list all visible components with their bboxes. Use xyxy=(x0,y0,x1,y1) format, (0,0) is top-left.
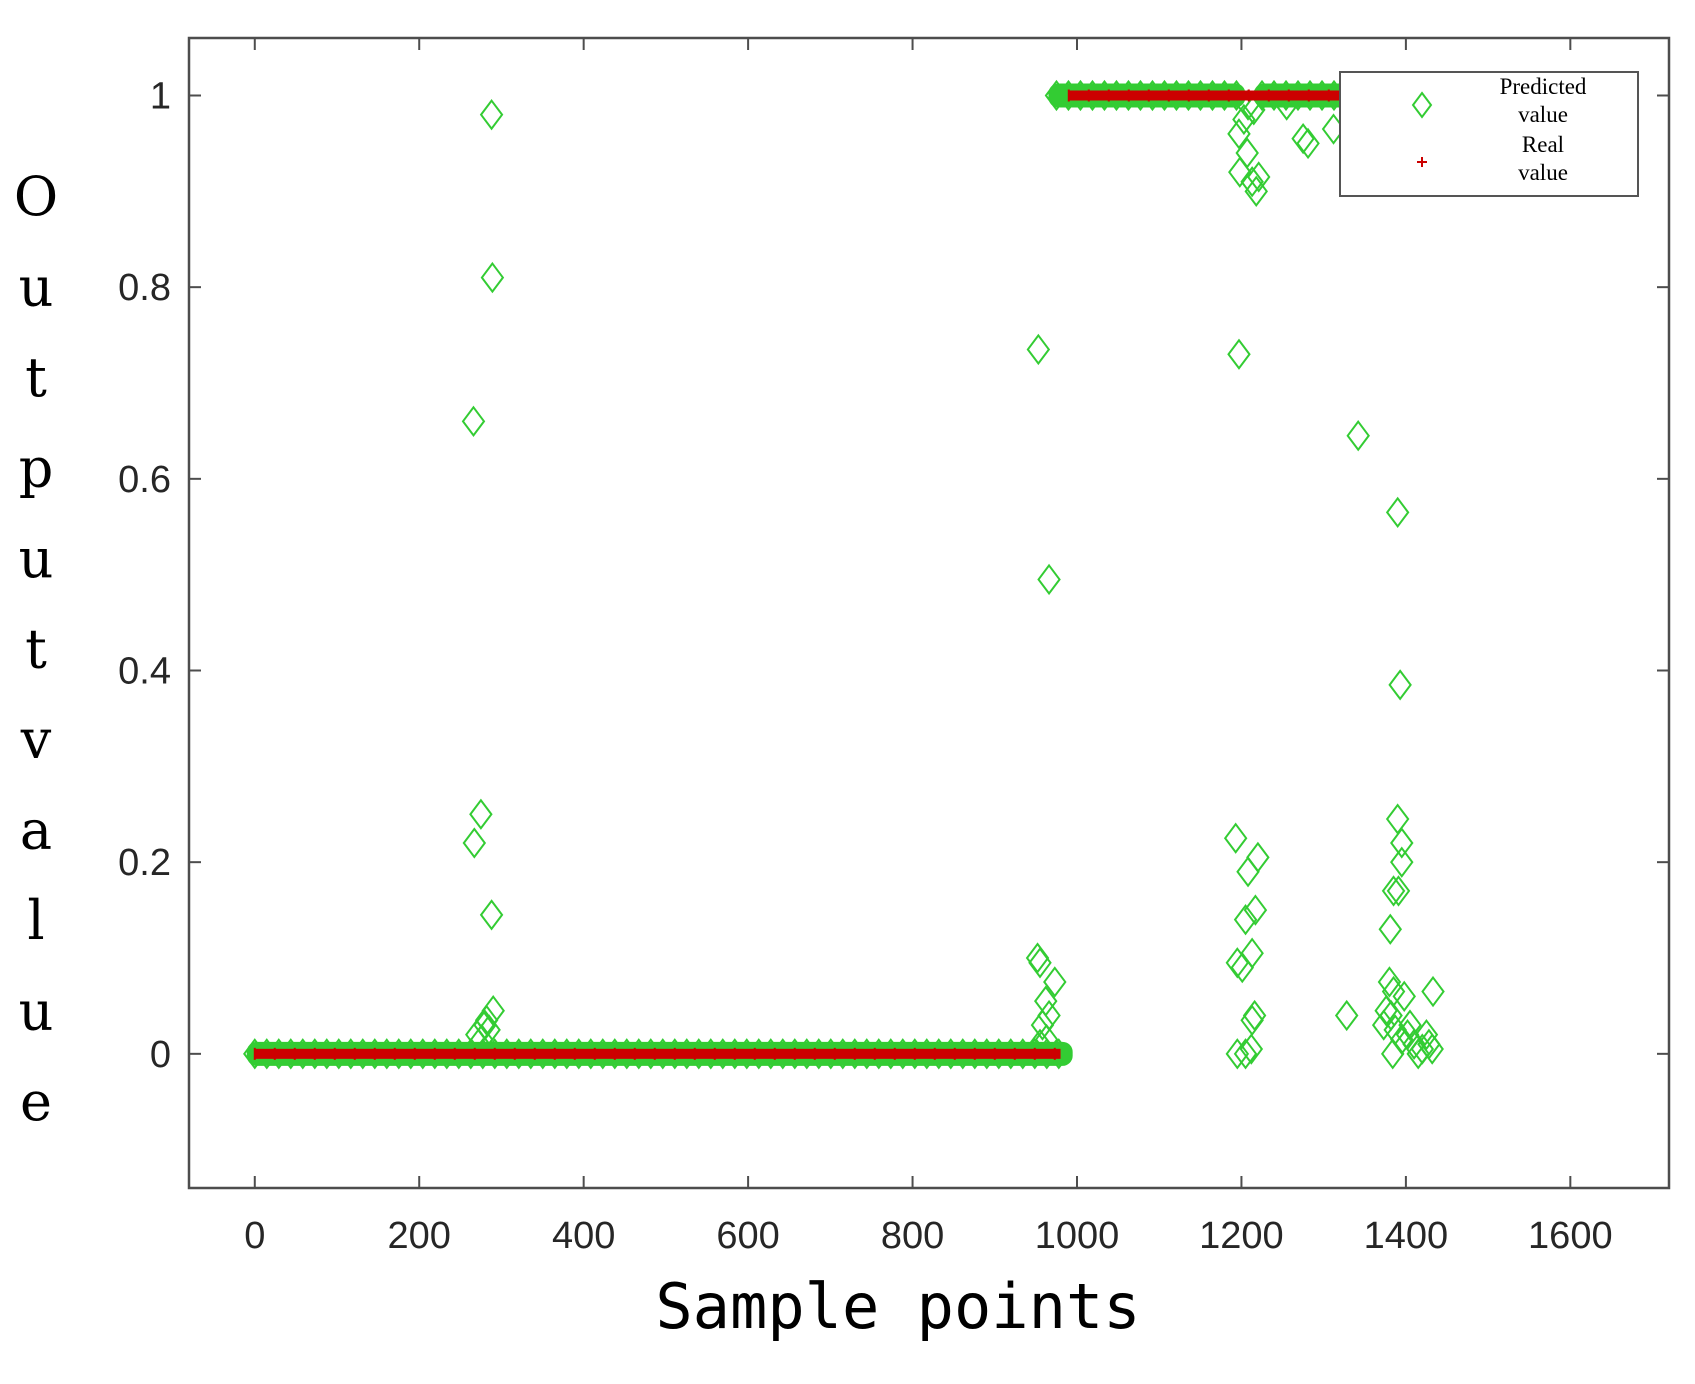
predicted-point xyxy=(474,1004,499,1036)
tick-labels: 0 200 400 600 800 1000 1200 1400 1600 0 0.2 0.4 0.6 0… xyxy=(118,76,1612,1258)
y-axis-title-letter: t xyxy=(25,618,47,681)
predicted-point xyxy=(1414,1019,1439,1051)
y-tick-label: 0.6 xyxy=(118,459,171,501)
predicted-point xyxy=(1346,420,1370,452)
predicted-point xyxy=(1239,1033,1264,1065)
y-axis-title-letter: l xyxy=(27,889,44,952)
predicted-point xyxy=(1026,333,1051,366)
x-tick-label: 600 xyxy=(716,1215,779,1257)
predicted-point xyxy=(1392,980,1416,1012)
predicted-point xyxy=(1243,894,1268,926)
predicted-point xyxy=(1381,875,1406,907)
predicted-point xyxy=(1374,995,1398,1027)
predicted-point xyxy=(1377,966,1402,998)
plot-frame xyxy=(187,36,1671,1190)
predicted-point xyxy=(1030,1009,1055,1041)
predicted-point xyxy=(1240,166,1264,198)
y-axis-title-letter: u xyxy=(19,527,54,590)
x-tick-label: 1000 xyxy=(1035,1215,1120,1257)
x-tick-label: 1200 xyxy=(1199,1215,1284,1257)
x-tick-label: 200 xyxy=(388,1215,451,1257)
predicted-point xyxy=(1044,79,1069,112)
predicted-point xyxy=(461,405,486,437)
predicted-point xyxy=(1380,1038,1405,1070)
predicted-point xyxy=(1378,913,1403,945)
plot-axes xyxy=(187,36,1671,1190)
x-tick-label: 400 xyxy=(552,1215,615,1257)
predicted-point xyxy=(462,827,487,859)
predicted-point xyxy=(1223,822,1248,854)
predicted-point xyxy=(1291,122,1315,155)
x-tick-label: 800 xyxy=(881,1215,944,1257)
real-dense-segment xyxy=(1067,89,1349,102)
predicted-point xyxy=(1421,975,1445,1008)
y-tick-label: 0.4 xyxy=(118,651,171,693)
predicted-point xyxy=(1334,999,1359,1032)
y-tick-label: 0.2 xyxy=(118,842,171,884)
predicted-point xyxy=(1390,846,1414,878)
predicted-point xyxy=(480,261,505,294)
predicted-point xyxy=(1406,1038,1430,1070)
legend-predicted-label: value xyxy=(1518,102,1568,127)
y-axis-title-letter: v xyxy=(20,708,52,771)
y-axis-title-letter: p xyxy=(19,437,54,500)
predicted-point xyxy=(1385,496,1410,529)
predicted-point xyxy=(1028,947,1052,979)
y-axis-title-letter: a xyxy=(20,799,52,862)
real-band xyxy=(254,1048,1061,1059)
predicted-point xyxy=(1227,338,1251,370)
predicted-point xyxy=(1296,127,1320,160)
x-tick-label: 1400 xyxy=(1364,1215,1449,1257)
predicted-point xyxy=(1233,1038,1258,1070)
predicted-point xyxy=(1225,1038,1250,1070)
predicted-point xyxy=(1420,1033,1444,1065)
predicted-point xyxy=(1228,156,1252,188)
predicted-point xyxy=(1388,669,1412,701)
y-axis-title-letter: O xyxy=(14,165,58,228)
y-axis-title-letter: u xyxy=(19,256,54,319)
y-tick-label: 0.8 xyxy=(118,267,171,309)
predicted-point xyxy=(1037,563,1061,596)
predicted-point xyxy=(1386,875,1411,907)
predicted-point xyxy=(1230,951,1255,984)
predicted-point xyxy=(1240,1004,1264,1036)
legend-predicted-label: Predicted xyxy=(1500,74,1587,99)
predicted-point xyxy=(1246,161,1271,193)
y-axis-title-letter: t xyxy=(25,346,47,409)
x-tick-label: 0 xyxy=(244,1215,265,1257)
predicted-point xyxy=(1232,103,1256,136)
legend: Predicted value Real value xyxy=(1339,71,1639,197)
predicted-point xyxy=(1043,966,1067,998)
real-series xyxy=(253,89,1349,1060)
real-dense-segment xyxy=(253,1047,1061,1060)
legend-real-label: value xyxy=(1518,160,1568,185)
predicted-point xyxy=(1236,856,1260,888)
predicted-point xyxy=(1233,904,1258,936)
x-axis-title: Sample points xyxy=(655,1270,1140,1343)
legend-predicted-marker xyxy=(1411,91,1433,119)
predicted-point xyxy=(1390,827,1414,859)
predicted-point xyxy=(1242,94,1266,126)
y-axis-title-letter: e xyxy=(20,1070,52,1133)
y-tick-label: 1 xyxy=(150,76,171,118)
x-tick-label: 1600 xyxy=(1528,1215,1613,1257)
predicted-point xyxy=(469,798,493,830)
predicted-point xyxy=(479,99,504,131)
legend-real-label: Real xyxy=(1522,132,1564,157)
y-axis-title-letter: u xyxy=(19,980,54,1043)
predicted-point xyxy=(479,899,504,931)
predicted-point xyxy=(1225,947,1250,979)
legend-box xyxy=(1339,71,1639,197)
y-tick-label: 0 xyxy=(150,1034,171,1076)
predicted-point xyxy=(1244,175,1268,207)
predicted-point xyxy=(1398,1009,1422,1041)
